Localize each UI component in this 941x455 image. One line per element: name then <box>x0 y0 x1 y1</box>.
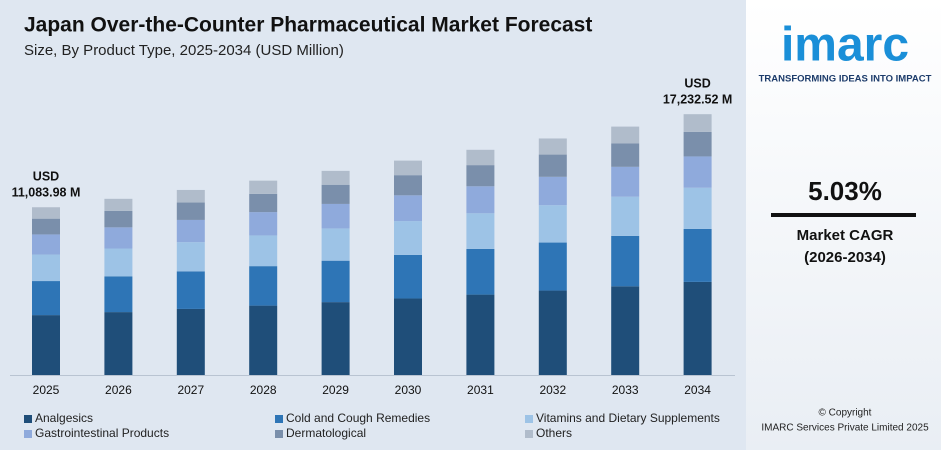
bar-segment <box>683 281 712 375</box>
bar-segment <box>466 149 495 166</box>
legend-swatch <box>525 415 533 423</box>
bar-segment <box>321 203 350 229</box>
bar-segment <box>104 276 133 313</box>
bar-segment <box>176 189 205 203</box>
bar-segment <box>611 196 640 236</box>
bar-segment <box>321 228 350 261</box>
bar-segment <box>249 305 278 375</box>
x-tick-label: 2034 <box>684 383 711 397</box>
x-tick-label: 2026 <box>105 383 132 397</box>
bar-segment <box>249 193 278 213</box>
legend-label: Gastrointestinal Products <box>35 426 169 440</box>
bar-segment <box>104 198 133 211</box>
bar-segment <box>104 210 133 228</box>
bar-segment <box>321 302 350 375</box>
bar-segment <box>466 248 495 295</box>
bar-segment <box>611 235 640 287</box>
bar-segment <box>249 235 278 267</box>
bar-segment <box>321 170 350 185</box>
legend-label: Dermatological <box>286 426 366 440</box>
logo: imarc <box>781 19 909 72</box>
annotation-prefix: USD <box>33 170 59 184</box>
bar-segment <box>104 248 133 277</box>
tagline: TRANSFORMING IDEAS INTO IMPACT <box>759 74 932 85</box>
bar-segment <box>394 160 422 176</box>
bar-segment <box>104 227 133 249</box>
legend-label: Cold and Cough Remedies <box>286 411 430 425</box>
annotation-prefix: USD <box>684 76 710 90</box>
bar-segment <box>611 143 640 167</box>
chart-title: Japan Over-the-Counter Pharmaceutical Ma… <box>24 14 592 37</box>
x-tick-label: 2031 <box>467 383 494 397</box>
bar-segment <box>611 126 640 144</box>
x-tick-label: 2030 <box>395 383 422 397</box>
bar-segment <box>683 228 712 282</box>
legend-swatch <box>275 430 283 438</box>
bar-segment <box>321 184 350 204</box>
x-tick-label: 2033 <box>612 383 639 397</box>
bar-segment <box>176 271 205 309</box>
x-tick-label: 2027 <box>177 383 204 397</box>
bar-segment <box>683 131 712 157</box>
cagr-value: 5.03% <box>808 176 882 206</box>
copyright: © Copyright <box>819 408 872 419</box>
bar-segment <box>176 242 205 272</box>
company: IMARC Services Private Limited 2025 <box>761 423 929 434</box>
bar-segment <box>466 294 495 375</box>
bar-segment <box>538 154 567 177</box>
bar-segment <box>394 175 422 196</box>
bar-segment <box>538 205 567 243</box>
x-tick-label: 2029 <box>322 383 349 397</box>
bar-segment <box>683 187 712 229</box>
legend-swatch <box>275 415 283 423</box>
sidebar-background <box>746 0 941 450</box>
bar-segment <box>249 180 278 194</box>
bar-segment <box>32 281 60 316</box>
chart-subtitle: Size, By Product Type, 2025-2034 (USD Mi… <box>24 42 344 59</box>
bar-segment <box>466 186 495 214</box>
bar-segment <box>683 156 712 188</box>
bar-segment <box>249 266 278 306</box>
bar-segment <box>321 260 350 303</box>
x-tick-label: 2032 <box>539 383 566 397</box>
bar-segment <box>538 138 567 155</box>
bar-segment <box>176 202 205 220</box>
bar-segment <box>176 219 205 243</box>
bar-segment <box>32 315 60 375</box>
bar-segment <box>683 114 712 132</box>
bar-segment <box>538 176 567 206</box>
x-tick-label: 2025 <box>33 383 60 397</box>
cagr-label: Market CAGR <box>797 227 894 244</box>
bar-segment <box>32 207 60 219</box>
annotation-value: 11,083.98 M <box>12 186 81 200</box>
legend-label: Vitamins and Dietary Supplements <box>536 411 720 425</box>
bar-segment <box>611 166 640 197</box>
x-tick-label: 2028 <box>250 383 277 397</box>
legend-swatch <box>24 415 32 423</box>
legend-label: Others <box>536 426 572 440</box>
bar-segment <box>394 195 422 222</box>
bar-segment <box>466 165 495 187</box>
bar-segment <box>394 254 422 299</box>
bar-segment <box>32 218 60 235</box>
legend-label: Analgesics <box>35 411 93 425</box>
bar-segment <box>249 212 278 236</box>
bar-segment <box>32 254 60 282</box>
bar-segment <box>32 234 60 255</box>
bar-segment <box>394 298 422 375</box>
legend-swatch <box>24 430 32 438</box>
bar-segment <box>176 308 205 375</box>
bar-segment <box>394 221 422 255</box>
bar-segment <box>466 213 495 249</box>
bar-segment <box>611 286 640 375</box>
bar-segment <box>104 312 133 375</box>
cagr-period: (2026-2034) <box>804 249 886 266</box>
bar-segment <box>538 290 567 375</box>
annotation-value: 17,232.52 M <box>663 92 733 106</box>
divider <box>771 213 916 217</box>
legend-swatch <box>525 430 533 438</box>
bar-segment <box>538 242 567 291</box>
